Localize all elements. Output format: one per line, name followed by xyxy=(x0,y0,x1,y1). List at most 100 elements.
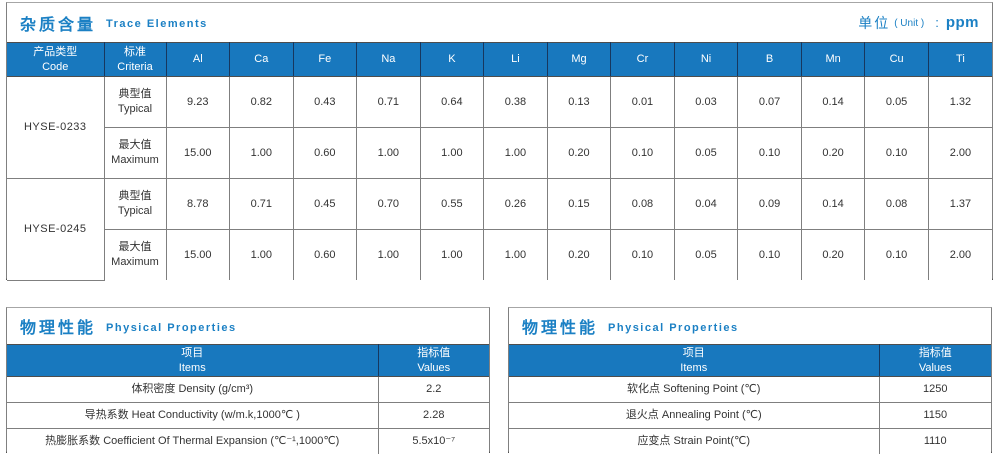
trace-value: 0.08 xyxy=(864,178,929,230)
criteria-zh: 典型值 xyxy=(118,190,152,203)
col-header-code: 产品类型 Code xyxy=(7,42,105,77)
trace-value: 0.07 xyxy=(737,76,802,128)
trace-value: 0.01 xyxy=(610,76,675,128)
criteria-en: Maximum xyxy=(111,154,159,166)
trace-row: 最大值 Maximum 15.00 1.00 0.60 1.00 1.00 1.00 0.20 0… xyxy=(7,127,992,179)
trace-value: 1.37 xyxy=(927,178,992,230)
trace-value: 0.55 xyxy=(419,178,485,230)
values-en: Values xyxy=(417,361,451,374)
property-item: 软化点 Softening Point (℃) xyxy=(509,376,880,403)
col-header-code-zh: 产品类型 xyxy=(33,45,78,58)
product-code: HYSE-0233 xyxy=(7,76,105,179)
trace-row: HYSE-0245 典型值 Typical 8.78 0.71 0.45 0.70 0.55 0… xyxy=(7,178,992,281)
trace-value: 0.03 xyxy=(673,76,739,128)
trace-value: 0.10 xyxy=(737,229,802,280)
trace-value: 1.00 xyxy=(356,127,421,179)
criteria-en: Typical xyxy=(117,103,153,115)
trace-title-zh: 杂质含量 xyxy=(20,16,97,34)
items-en: Items xyxy=(178,361,206,374)
trace-value: 0.05 xyxy=(864,76,929,128)
phys-left-title-en: Physical Properties xyxy=(106,321,237,334)
table-row: 热膨胀系数 Coefficient Of Thermal Expansion (… xyxy=(7,428,489,454)
items-en: Items xyxy=(680,361,708,374)
criteria-label: 最大值 Maximum xyxy=(104,127,167,179)
trace-value: 0.82 xyxy=(229,76,294,128)
table-row: 软化点 Softening Point (℃) 1250 xyxy=(509,376,991,403)
physical-properties-panel-right: 物理性能 Physical Properties 项目 Items 指标值 Valu… xyxy=(508,307,992,454)
trace-value: 1.32 xyxy=(927,76,992,128)
trace-value: 0.20 xyxy=(800,229,866,280)
trace-value: 0.15 xyxy=(546,178,612,230)
trace-value: 0.10 xyxy=(864,229,929,280)
trace-elements-table: 产品类型 Code 标准 Criteria Al Ca Fe Na K Li Mg Cr Ni B Mn… xyxy=(7,42,992,281)
criteria-zh: 最大值 xyxy=(118,241,152,254)
trace-value: 0.38 xyxy=(483,76,548,128)
trace-value: 0.10 xyxy=(610,127,675,179)
trace-value: 15.00 xyxy=(165,127,231,179)
col-header-values: 指标值 Values xyxy=(879,344,991,377)
property-item: 热膨胀系数 Coefficient Of Thermal Expansion (… xyxy=(7,428,379,454)
col-header-criteria-en: Criteria xyxy=(117,60,153,73)
phys-left-title-bar: 物理性能 Physical Properties xyxy=(7,308,489,344)
trace-value: 0.60 xyxy=(292,127,358,179)
property-value: 1110 xyxy=(878,428,991,454)
property-value: 2.28 xyxy=(377,402,489,429)
col-header-na: Na xyxy=(356,42,421,77)
property-value: 2.2 xyxy=(377,376,489,403)
values-zh: 指标值 xyxy=(918,346,952,359)
trace-value: 0.10 xyxy=(864,127,929,179)
trace-value: 0.10 xyxy=(610,229,675,280)
criteria-en: Typical xyxy=(117,205,153,217)
col-header-mn: Mn xyxy=(801,42,866,77)
trace-value: 9.23 xyxy=(165,76,231,128)
trace-value: 1.00 xyxy=(229,229,294,280)
trace-value: 1.00 xyxy=(419,127,485,179)
table-row: 体积密度 Density (g/cm³) 2.2 xyxy=(7,376,489,403)
col-header-criteria-zh: 标准 xyxy=(124,45,146,58)
criteria-zh: 最大值 xyxy=(118,139,152,152)
col-header-cr: Cr xyxy=(610,42,675,77)
trace-header-row: 产品类型 Code 标准 Criteria Al Ca Fe Na K Li Mg Cr Ni B Mn… xyxy=(7,42,992,77)
trace-value: 1.00 xyxy=(483,229,548,280)
trace-row: 最大值 Maximum 15.00 1.00 0.60 1.00 1.00 1.00 0.20 0… xyxy=(7,229,992,280)
col-header-ti: Ti xyxy=(928,42,992,77)
criteria-label: 典型值 Typical xyxy=(103,178,167,230)
trace-value: 0.45 xyxy=(292,178,358,230)
property-value: 5.5x10⁻⁷ xyxy=(377,428,489,454)
trace-value: 8.78 xyxy=(165,178,231,230)
unit-paren: ( Unit ) xyxy=(894,18,925,29)
trace-title-en: Trace Elements xyxy=(106,18,208,30)
trace-value: 0.71 xyxy=(356,76,421,128)
trace-value: 0.70 xyxy=(356,178,421,230)
col-header-b: B xyxy=(737,42,802,77)
table-row: 退火点 Annealing Point (℃) 1150 xyxy=(509,402,991,429)
values-zh: 指标值 xyxy=(417,346,451,359)
trace-value: 15.00 xyxy=(165,229,231,280)
col-header-al: Al xyxy=(166,42,231,77)
unit-label: 单位 ( Unit ) : ppm xyxy=(858,13,979,33)
items-zh: 项目 xyxy=(682,346,705,359)
phys-right-header-row: 项目 Items 指标值 Values xyxy=(509,344,991,377)
property-item: 退火点 Annealing Point (℃) xyxy=(509,402,880,429)
criteria-zh: 典型值 xyxy=(118,88,152,101)
phys-right-title-zh: 物理性能 xyxy=(522,320,599,337)
col-header-items: 项目 Items xyxy=(7,344,379,377)
trace-value: 0.64 xyxy=(419,76,485,128)
unit-zh: 单位 xyxy=(858,14,891,31)
table-row: 导热系数 Heat Conductivity (w/m.k,1000℃ ) 2.… xyxy=(7,402,489,429)
trace-value: 0.14 xyxy=(800,76,866,128)
trace-value: 0.20 xyxy=(800,127,866,179)
trace-value: 0.13 xyxy=(546,76,612,128)
trace-value: 1.00 xyxy=(229,127,294,179)
property-value: 1250 xyxy=(878,376,991,403)
phys-right-title-en: Physical Properties xyxy=(608,321,739,334)
col-header-mg: Mg xyxy=(547,42,612,77)
physical-properties-table-left: 项目 Items 指标值 Values 体积密度 Density (g/cm³) 2… xyxy=(7,344,489,454)
col-header-k: K xyxy=(420,42,485,77)
col-header-fe: Fe xyxy=(293,42,358,77)
trace-value: 0.14 xyxy=(800,178,866,230)
trace-value: 1.00 xyxy=(356,229,421,280)
trace-value: 1.00 xyxy=(419,229,485,280)
phys-left-title-zh: 物理性能 xyxy=(20,320,97,337)
trace-value: 0.04 xyxy=(673,178,739,230)
